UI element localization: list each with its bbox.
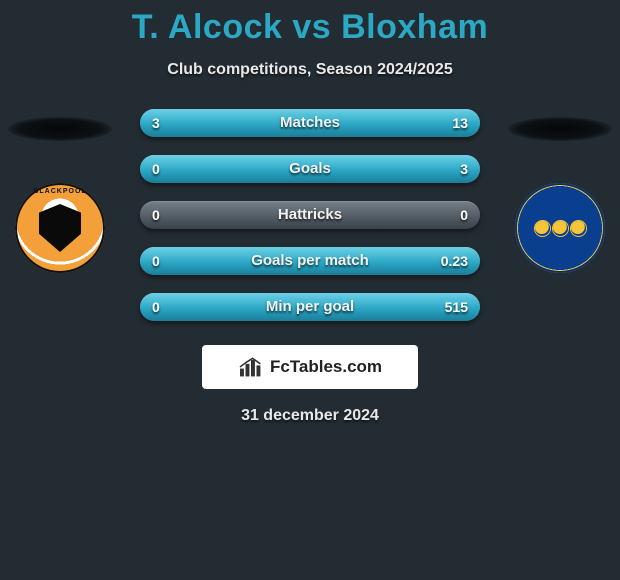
stat-bar: 0515Min per goal: [140, 293, 480, 321]
badge-shield-icon: [39, 204, 81, 252]
brand-badge: FcTables.com: [202, 345, 418, 389]
stat-fill-left: [140, 109, 204, 137]
stat-value-left: 0: [152, 201, 160, 229]
comparison-stage: BLACKPOOL 313Matches 03Goals 0 0Hattricks 00…: [0, 109, 620, 321]
stat-bar: 0 0Hattricks: [140, 201, 480, 229]
stat-bar: 00.23Goals per match: [140, 247, 480, 275]
stat-value-right: 0: [460, 201, 468, 229]
page-subtitle: Club competitions, Season 2024/2025: [0, 61, 620, 79]
brand-label: FcTables.com: [270, 357, 382, 377]
stat-label: Hattricks: [140, 201, 480, 229]
stat-bars: 313Matches 03Goals 0 0Hattricks 00.23Goals p…: [140, 109, 480, 321]
stat-fill-right: [140, 155, 480, 183]
stat-fill-right: [204, 109, 480, 137]
stat-fill-right: [140, 247, 480, 275]
badge-lion-icon: [553, 221, 568, 236]
badge-text: BLACKPOOL: [33, 188, 86, 195]
stat-bar: 03Goals: [140, 155, 480, 183]
right-player-column: [500, 109, 620, 273]
badge-lion-icon: [535, 221, 550, 236]
left-player-column: BLACKPOOL: [0, 109, 120, 273]
stat-bar: 313Matches: [140, 109, 480, 137]
player-shadow: [508, 117, 612, 141]
player-shadow: [8, 117, 112, 141]
bar-chart-icon: [238, 356, 264, 378]
badge-lion-icon: [571, 221, 586, 236]
club-badge-blackpool: BLACKPOOL: [15, 183, 105, 273]
footer-date: 31 december 2024: [0, 407, 620, 425]
page-title: T. Alcock vs Bloxham: [0, 0, 620, 47]
stat-fill-right: [140, 293, 480, 321]
club-badge-shrewsbury: [515, 183, 605, 273]
